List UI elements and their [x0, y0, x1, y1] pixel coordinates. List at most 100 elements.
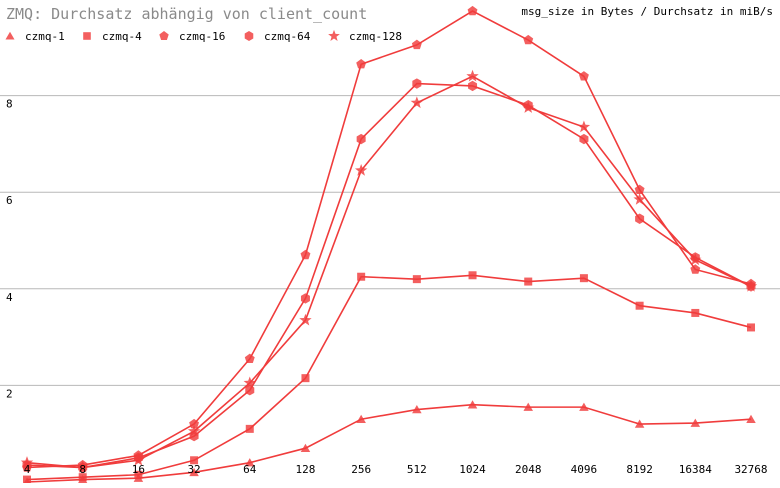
point-czmq-4-512 — [412, 275, 421, 284]
point-czmq-16-256 — [356, 59, 367, 69]
series-line-czmq-4 — [26, 274, 752, 481]
point-czmq-1-16384 — [690, 418, 701, 427]
point-czmq-16-16384 — [690, 264, 701, 274]
point-czmq-128-16 — [132, 453, 145, 466]
x-tick-label-1024: 1024 — [459, 463, 486, 476]
point-czmq-16-512 — [411, 39, 422, 50]
series-line-czmq-64 — [26, 82, 752, 469]
x-tick-label-4: 4 — [24, 463, 31, 476]
point-czmq-128-512 — [410, 96, 424, 109]
point-czmq-128-128 — [299, 313, 312, 326]
point-czmq-16-64 — [244, 353, 255, 364]
point-czmq-128-8192 — [633, 192, 646, 205]
point-czmq-4-32768 — [747, 323, 755, 332]
legend-item-czmq-64[interactable]: czmq-64 — [244, 30, 311, 43]
point-czmq-64-4096 — [579, 133, 589, 145]
point-czmq-16-1024 — [467, 5, 478, 16]
legend-marker-czmq-16 — [159, 31, 169, 40]
y-tick-label-6: 6 — [6, 194, 13, 207]
point-czmq-64-256 — [356, 133, 366, 145]
grid — [0, 95, 780, 386]
legend[interactable]: czmq-1 czmq-4 czmq-16 czmq-64 czmq-128 — [5, 29, 402, 43]
legend-label-czmq-1: czmq-1 — [25, 30, 65, 43]
legend-marker-czmq-1 — [5, 31, 15, 40]
x-tick-label-128: 128 — [296, 463, 316, 476]
point-czmq-1-512 — [412, 405, 422, 414]
point-czmq-16-2048 — [523, 34, 534, 45]
point-czmq-4-16384 — [691, 308, 700, 317]
point-czmq-4-4 — [23, 475, 31, 484]
series-line-czmq-1 — [26, 403, 752, 483]
point-czmq-4-2048 — [524, 277, 533, 286]
legend-item-czmq-4[interactable]: czmq-4 — [83, 30, 142, 43]
point-czmq-128-256 — [354, 163, 368, 176]
legend-item-czmq-1[interactable]: czmq-1 — [5, 30, 65, 43]
y-tick-label-2: 2 — [6, 387, 13, 400]
legend-item-czmq-128[interactable]: czmq-128 — [328, 29, 402, 43]
point-czmq-1-32 — [189, 467, 199, 477]
point-czmq-1-4096 — [579, 402, 589, 411]
point-czmq-4-32 — [190, 456, 199, 465]
point-czmq-64-8192 — [635, 213, 645, 224]
point-czmq-4-64 — [245, 424, 254, 433]
x-tick-label-8: 8 — [79, 463, 86, 476]
x-tick-label-64: 64 — [243, 463, 257, 476]
point-czmq-4-4096 — [579, 274, 588, 283]
point-czmq-16-32 — [189, 418, 200, 429]
point-czmq-4-8 — [78, 473, 87, 482]
legend-marker-czmq-4 — [83, 32, 91, 40]
point-czmq-128-4 — [20, 456, 34, 468]
tick-labels: 2 4 6 8 4 8 16 32 64 128 256 512 1024 2048 4096 8192 163… — [6, 98, 768, 476]
point-czmq-64-1024 — [468, 80, 478, 92]
point-czmq-4-1024 — [468, 271, 477, 280]
point-czmq-128-8 — [76, 461, 89, 473]
point-czmq-128-32 — [187, 424, 201, 437]
point-czmq-4-256 — [357, 272, 366, 281]
point-czmq-1-8192 — [634, 419, 645, 428]
chart-subtitle: msg_size in Bytes / Durchsatz in miB/s — [521, 5, 773, 18]
point-czmq-4-8192 — [635, 301, 644, 310]
x-tick-label-16: 16 — [132, 463, 145, 476]
legend-label-czmq-4: czmq-4 — [102, 30, 142, 43]
point-czmq-16-128 — [300, 249, 311, 260]
point-czmq-1-2048 — [523, 402, 533, 411]
point-czmq-1-256 — [356, 414, 366, 423]
series-czmq-16 — [22, 5, 756, 472]
point-czmq-128-1024 — [466, 69, 479, 82]
point-czmq-4-16 — [134, 470, 143, 479]
series-czmq-4 — [23, 271, 755, 484]
series-line-czmq-128 — [26, 75, 752, 469]
legend-marker-czmq-128 — [328, 29, 340, 41]
point-czmq-4-128 — [301, 374, 310, 383]
legend-label-czmq-64: czmq-64 — [264, 30, 311, 43]
legend-label-czmq-128: czmq-128 — [349, 30, 402, 43]
series-czmq-128 — [20, 69, 758, 473]
y-tick-label-4: 4 — [6, 291, 13, 304]
x-tick-label-32: 32 — [187, 463, 200, 476]
point-czmq-128-32768 — [744, 279, 758, 292]
point-czmq-128-4096 — [577, 120, 591, 133]
series-layer — [20, 5, 758, 486]
point-czmq-64-512 — [412, 78, 422, 89]
point-czmq-64-64 — [245, 385, 255, 396]
point-czmq-1-32768 — [746, 414, 756, 423]
x-tick-label-2048: 2048 — [515, 463, 542, 476]
y-tick-label-8: 8 — [6, 98, 13, 111]
point-czmq-128-64 — [243, 376, 256, 389]
x-tick-label-4096: 4096 — [571, 463, 598, 476]
x-tick-label-512: 512 — [407, 463, 427, 476]
point-czmq-128-16384 — [689, 253, 702, 266]
point-czmq-64-128 — [300, 293, 310, 304]
point-czmq-1-64 — [245, 458, 255, 467]
legend-label-czmq-16: czmq-16 — [179, 30, 225, 43]
legend-marker-czmq-64 — [244, 31, 254, 41]
x-tick-label-8192: 8192 — [626, 463, 653, 476]
legend-item-czmq-16[interactable]: czmq-16 — [159, 30, 225, 43]
point-czmq-16-4096 — [578, 71, 589, 81]
x-tick-label-256: 256 — [351, 463, 371, 476]
series-line-czmq-16 — [26, 10, 752, 469]
x-tick-label-16384: 16384 — [679, 463, 712, 476]
x-tick-label-32768: 32768 — [734, 463, 767, 476]
